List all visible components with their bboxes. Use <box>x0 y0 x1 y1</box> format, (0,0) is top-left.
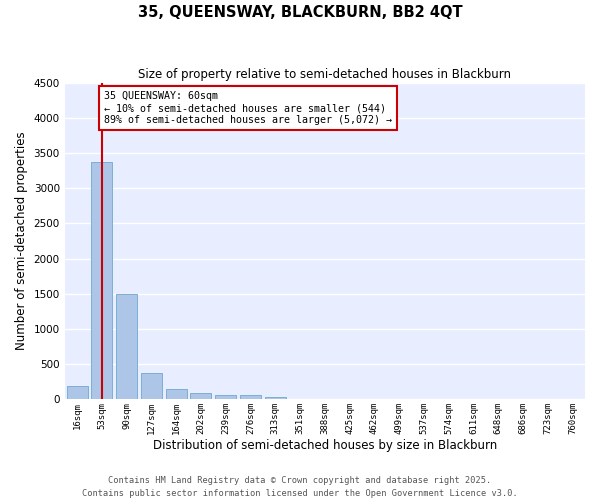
Bar <box>116 294 137 399</box>
Text: Contains HM Land Registry data © Crown copyright and database right 2025.
Contai: Contains HM Land Registry data © Crown c… <box>82 476 518 498</box>
Y-axis label: Number of semi-detached properties: Number of semi-detached properties <box>15 132 28 350</box>
Bar <box>240 396 261 399</box>
Bar <box>67 386 88 399</box>
Bar <box>166 389 187 399</box>
Bar <box>141 373 162 399</box>
Bar <box>265 397 286 399</box>
Bar <box>215 394 236 399</box>
Bar <box>91 162 112 399</box>
Title: Size of property relative to semi-detached houses in Blackburn: Size of property relative to semi-detach… <box>139 68 511 80</box>
Bar <box>190 394 211 399</box>
Text: 35, QUEENSWAY, BLACKBURN, BB2 4QT: 35, QUEENSWAY, BLACKBURN, BB2 4QT <box>137 5 463 20</box>
Text: 35 QUEENSWAY: 60sqm
← 10% of semi-detached houses are smaller (544)
89% of semi-: 35 QUEENSWAY: 60sqm ← 10% of semi-detach… <box>104 92 392 124</box>
X-axis label: Distribution of semi-detached houses by size in Blackburn: Distribution of semi-detached houses by … <box>153 440 497 452</box>
